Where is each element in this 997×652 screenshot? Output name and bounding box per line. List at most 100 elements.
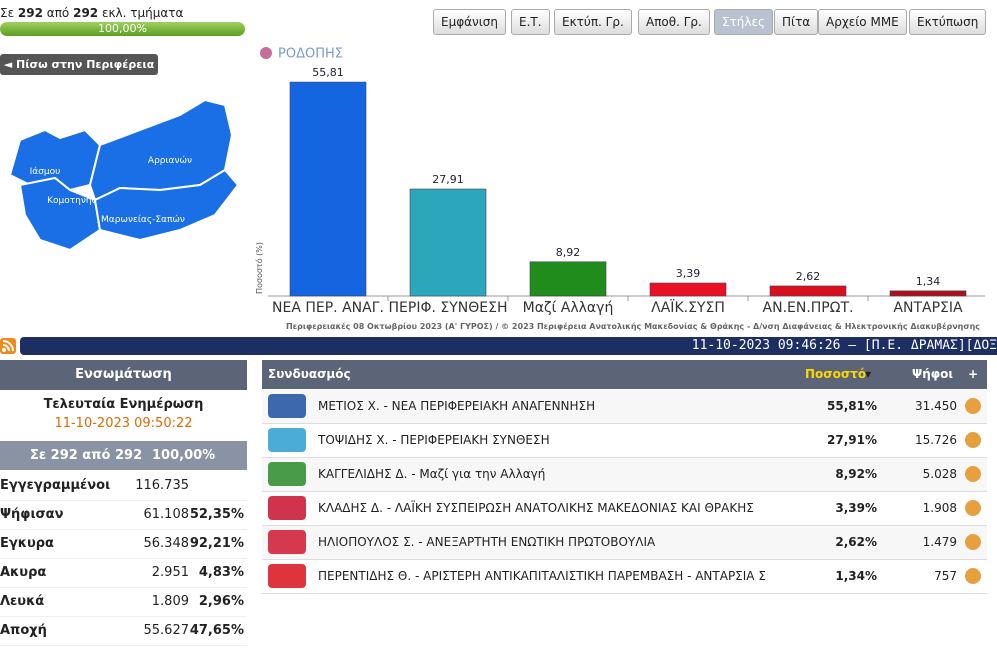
toolbar-button[interactable]: Εκτύπωση [909,9,987,35]
details-icon[interactable] [965,534,981,550]
summary-sections: Σε 292 από 292 100,00% [0,441,247,470]
toolbar-button[interactable]: Εμφάνιση [433,9,507,35]
toolbar-button[interactable]: Πίτα [774,9,819,35]
value: 116.735 [135,478,189,493]
details-icon[interactable] [965,500,981,516]
text: Τελευταία Ενημέρωση [43,397,204,412]
chart-footer: Περιφερειακές 08 Οκτωβρίου 2023 (Α' ΓΥΡΟ… [286,321,980,331]
toolbar-button[interactable]: Αποθ. Γρ. [638,9,710,35]
value-label: 1,34 [916,275,941,288]
value: 1.809 [151,594,189,609]
party-logo [268,496,306,520]
party-logo [268,564,306,588]
x-tick-label: ΛΑΪΚ.ΣΥΣΠ [651,298,725,316]
progress-bar: 100,00% [0,22,245,36]
text: από [46,6,70,20]
rss-icon[interactable] [0,338,16,354]
party-name: ΚΛΑΔΗΣ Δ. - ΛΑΪΚΗ ΣΥΣΠΕΙΡΩΣΗ ΑΝΑΤΟΛΙΚΗΣ … [318,501,754,515]
table-row: ΚΛΑΔΗΣ Δ. - ΛΑΪΚΗ ΣΥΣΠΕΙΡΩΣΗ ΑΝΑΤΟΛΙΚΗΣ … [262,492,987,526]
table-header: Συνδυασμός Ποσοστό ▼ Ψήφοι + [262,360,987,389]
bar [649,282,727,297]
summary-row: Εγκυρα 56.348 92,21% [0,530,247,559]
progress-text: Σε 292 από 292 εκλ. τμήματα [0,6,183,20]
summary-row: Λευκά 1.809 2,96% [0,588,247,617]
toolbar-button[interactable]: Αρχείο ΜΜΕ [818,9,907,35]
toolbar-button[interactable]: Ε.Τ. [511,9,550,35]
details-icon[interactable] [965,466,981,482]
party-logo [268,394,306,418]
votes: 15.726 [915,433,957,447]
back-button[interactable]: ◄ Πίσω στην Περιφέρεια [0,54,158,75]
chart-title: ΡΟΔΟΠΗΣ [278,47,343,62]
x-tick-label: ΑΝ.ΕΝ.ΠΡΩΤ. [763,300,854,316]
text: 100,00% [152,448,216,463]
x-tick-label: ΠΕΡΙΦ. ΣΥΝΘΕΣΗ [389,300,508,316]
toolbar-button[interactable]: Στήλες [714,9,774,35]
percent: 47,65% [189,623,244,638]
label: Ψήφισαν [0,507,64,522]
bar [529,261,607,297]
text: 292 [115,448,143,463]
value: 55.627 [143,623,190,638]
map-label: Αρριανών [148,155,192,166]
label: Λευκά [0,594,45,609]
percent: 4,83% [198,565,244,580]
party-name: ΚΑΓΓΕΛΙΔΗΣ Δ. - Μαζί για την Αλλαγή [318,467,546,481]
value-label: 8,92 [556,246,581,259]
value-label: 27,91 [432,173,464,186]
label: Εγγεγραμμένοι [0,478,111,493]
text: Σε 292 από [30,448,111,463]
text: 292 [73,6,99,20]
sort-header[interactable]: Ποσοστό [805,367,867,381]
table-row: ΗΛΙΟΠΟΥΛΟΣ Σ. - ΑΝΕΞΑΡΤΗΤΗ ΕΝΩΤΙΚΗ ΠΡΩΤΟ… [262,526,987,560]
text: 11-10-2023 09:50:22 [54,416,193,431]
map-label: Κομοτηνής [47,196,97,206]
table-row: ΜΕΤΙΟΣ Χ. - ΝΕΑ ΠΕΡΙΦΕΡΕΙΑΚΗ ΑΝΑΓΕΝΝΗΣΗ 5… [262,390,987,424]
y-axis-label: Ποσοστό (%) [254,242,264,294]
percent: 92,21% [189,536,244,551]
summary-row: Ψήφισαν 61.108 52,35% [0,501,247,530]
percent: 2,96% [198,594,244,609]
details-icon[interactable] [965,398,981,414]
percent: 1,34% [835,569,877,583]
chart: ΡΟΔΟΠΗΣ Ποσοστό (%) Περιφερειακές 08 Οκτ… [254,47,985,331]
table-row: ΚΑΓΓΕΛΙΔΗΣ Δ. - Μαζί για την Αλλαγή 8,92%… [262,458,987,492]
bar [769,285,847,297]
logo [260,47,272,59]
party-logo [268,428,306,452]
map: Ιάσμου Κομοτηνής Αρριανών Μαρωνείας-Σαπώ… [8,98,240,252]
text: εκλ. τμήματα [102,6,184,20]
votes: 1.908 [922,501,957,515]
toolbar-button[interactable]: Εκτύπ. Γρ. [554,9,632,35]
label: Αποχή [0,623,47,638]
votes: 757 [934,569,957,583]
percent: 8,92% [835,467,877,481]
percent: 3,39% [835,501,877,515]
bar [889,290,967,297]
value-label: 55,81 [312,66,344,79]
summary-row: Αποχή 55.627 47,65% [0,617,247,646]
text: Συνδυασμός [268,367,351,381]
details-icon[interactable] [965,568,981,584]
party-name: ΠΕΡΕΝΤΙΔΗΣ Θ. - ΑΡΙΣΤΕΡΗ ΑΝΤΙΚΑΠΙΤΑΛΙΣΤΙ… [318,569,766,583]
percent: 55,81% [827,399,877,413]
percent: 2,62% [835,535,877,549]
text: Σε [0,6,15,20]
value-label: 3,39 [676,267,701,280]
party-name: ΗΛΙΟΠΟΥΛΟΣ Σ. - ΑΝΕΞΑΡΤΗΤΗ ΕΝΩΤΙΚΗ ΠΡΩΤΟ… [318,535,656,549]
value: 2.951 [151,565,189,580]
bar [409,188,487,297]
table-row: ΤΟΨΙΔΗΣ Χ. - ΠΕΡΙΦΕΡΕΙΑΚΗ ΣΥΝΘΕΣΗ 27,91% 1… [262,424,987,458]
percent: 27,91% [827,433,877,447]
details-icon[interactable] [965,432,981,448]
summary-row: Ακυρα 2.951 4,83% [0,559,247,588]
map-label: Ιάσμου [30,167,61,177]
label: Εγκυρα [0,536,54,551]
bar [289,81,367,297]
summary-row: Εγγεγραμμένοι 116.735 [0,472,247,501]
votes: 5.028 [922,467,957,481]
party-name: ΜΕΤΙΟΣ Χ. - ΝΕΑ ΠΕΡΙΦΕΡΕΙΑΚΗ ΑΝΑΓΕΝΝΗΣΗ [318,399,596,413]
add-button[interactable]: + [968,367,979,381]
party-logo [268,530,306,554]
